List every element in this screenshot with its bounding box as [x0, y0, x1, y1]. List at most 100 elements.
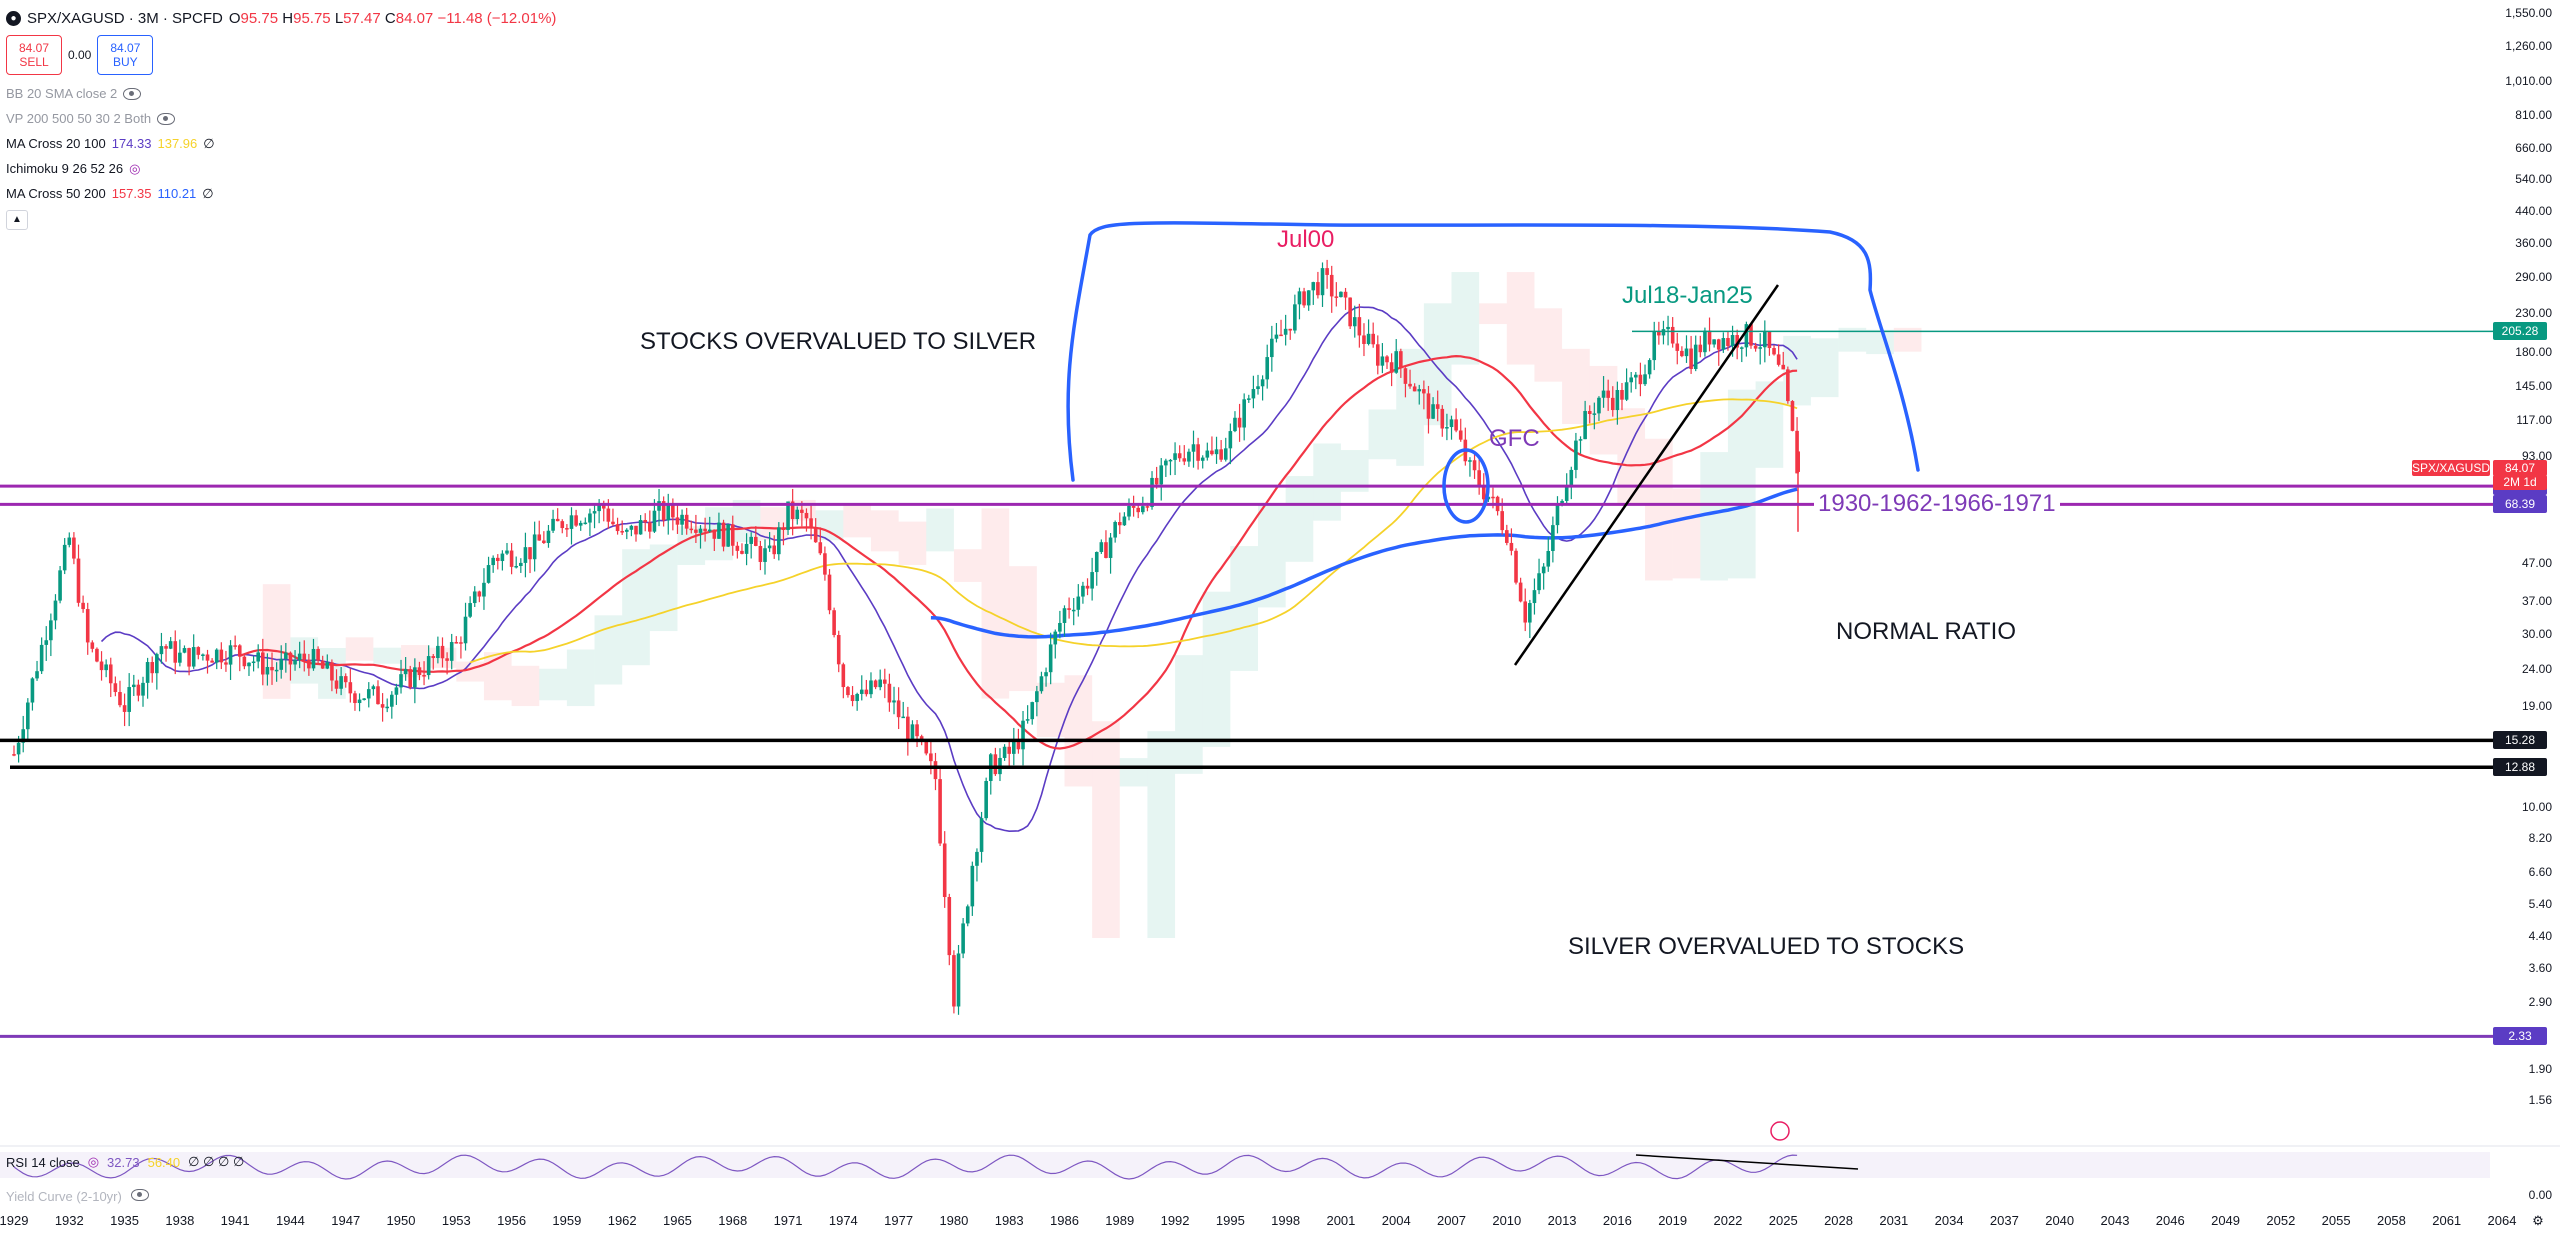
- price-axis-label: 8.20: [2528, 831, 2552, 846]
- bubble-bracket-drawing[interactable]: [1066, 221, 1920, 482]
- candle-body: [302, 653, 307, 660]
- price-axis-label: 810.00: [2515, 108, 2552, 123]
- rsi-legend[interactable]: RSI 14 close ◎ 32.73 56.40 ∅ ∅ ∅ ∅: [6, 1154, 245, 1170]
- eye-icon[interactable]: [123, 87, 142, 100]
- candle-body: [777, 527, 781, 555]
- gear-icon[interactable]: ⚙: [2532, 1213, 2544, 1228]
- settings-icon[interactable]: ◎: [129, 160, 141, 176]
- chart-annotation-text[interactable]: NORMAL RATIO: [1836, 618, 2017, 645]
- buy-button[interactable]: 84.07 BUY: [97, 35, 154, 75]
- time-axis-label: 1929: [0, 1213, 29, 1228]
- candle-body: [279, 659, 284, 670]
- candle-body: [12, 754, 16, 756]
- time-axis-label: 1944: [275, 1213, 305, 1228]
- candle-body: [873, 680, 878, 688]
- settings-icon[interactable]: ◎: [87, 1154, 100, 1169]
- indicator-row[interactable]: MA Cross 20 100 174.33 137.96 ∅: [6, 131, 556, 156]
- time-axis-label: 1938: [165, 1213, 195, 1228]
- yield-curve-legend[interactable]: Yield Curve (2-10yr): [6, 1189, 150, 1204]
- candle-body: [648, 522, 652, 532]
- candle-body: [523, 547, 528, 563]
- trend-line-drawing[interactable]: [1513, 284, 1780, 666]
- candle-body: [1514, 550, 1518, 583]
- candle-body: [1753, 345, 1758, 349]
- candle-body: [233, 645, 237, 647]
- candle-body: [320, 660, 325, 669]
- candle-body: [1449, 419, 1454, 428]
- candle-body: [1481, 486, 1486, 500]
- eye-icon[interactable]: [157, 112, 176, 125]
- price-axis-label: 5.40: [2528, 897, 2552, 912]
- indicator-row[interactable]: Ichimoku 9 26 52 26 ◎: [6, 156, 556, 181]
- candle-body: [1399, 351, 1403, 369]
- time-axis-label: 2061: [2432, 1213, 2462, 1228]
- candle-body: [413, 667, 417, 688]
- candle-body: [1726, 338, 1730, 347]
- cloud-segment: [483, 652, 512, 701]
- candle-body: [795, 509, 800, 520]
- candle-body: [131, 684, 136, 688]
- time-axis-label: 2058: [2376, 1213, 2406, 1228]
- alert-bolt-icon[interactable]: [1770, 1121, 1790, 1141]
- indicator-row[interactable]: MA Cross 50 200 157.35 110.21 ∅: [6, 181, 556, 206]
- chart-annotation-text[interactable]: Jul18-Jan25: [1622, 282, 1753, 309]
- candle-body: [1025, 719, 1030, 721]
- candle-body: [1675, 343, 1680, 351]
- chart-annotation-text[interactable]: STOCKS OVERVALUED TO SILVER: [640, 328, 1037, 355]
- candle-body: [155, 654, 159, 674]
- candle-body: [122, 705, 127, 712]
- candle-body: [560, 521, 565, 529]
- candle-body: [1343, 291, 1348, 298]
- collapse-legend-button[interactable]: ▲: [6, 210, 28, 230]
- candle-body: [611, 521, 615, 525]
- candle-body: [1574, 440, 1578, 470]
- candle-body: [1371, 333, 1375, 345]
- eye-icon[interactable]: [131, 1189, 150, 1201]
- chart-annotation-text[interactable]: GFC: [1489, 425, 1540, 452]
- candle-body: [813, 527, 818, 543]
- chart-annotation-text[interactable]: Jul00: [1277, 226, 1335, 253]
- level-price-tag: 68.39: [2493, 495, 2547, 514]
- cloud-segment: [1230, 546, 1258, 671]
- candle-body: [1214, 449, 1219, 455]
- candle-body: [1403, 368, 1408, 384]
- candle-body: [1592, 413, 1597, 415]
- candle-body: [1251, 389, 1256, 399]
- trade-buttons: 84.07 SELL 0.00 84.07 BUY: [6, 35, 556, 75]
- symbol-title[interactable]: SPX/XAGUSD · 3M · SPCFD: [27, 9, 223, 27]
- candle-body: [366, 689, 371, 699]
- sell-button[interactable]: 84.07 SELL: [6, 35, 62, 75]
- gfc-circle-drawing[interactable]: [1442, 448, 1490, 524]
- candle-body: [178, 652, 182, 663]
- candle-body: [431, 656, 436, 659]
- horizontal-levels[interactable]: [0, 330, 2493, 1038]
- candle-body: [1288, 328, 1293, 331]
- rsi-divergence-line[interactable]: [1635, 1154, 1859, 1170]
- chart-annotation-text[interactable]: SILVER OVERVALUED TO STOCKS: [1568, 933, 1965, 960]
- candle-body: [850, 695, 855, 702]
- candle-body: [1537, 573, 1541, 591]
- candle-body: [1053, 631, 1058, 645]
- candle-body: [1085, 585, 1090, 589]
- candle-body: [947, 897, 952, 956]
- chart-annotation-text[interactable]: 1930-1962-1966-1971: [1814, 490, 2060, 518]
- cloud-segment: [1451, 272, 1480, 365]
- price-axis-label: 93.00: [2521, 449, 2552, 464]
- indicator-value: ∅: [202, 185, 214, 201]
- cloud-segment: [566, 649, 595, 707]
- indicator-row[interactable]: BB 20 SMA close 2: [6, 81, 556, 106]
- candle-body: [16, 742, 21, 755]
- price-axis-label: 4.40: [2528, 929, 2552, 944]
- indicator-row[interactable]: VP 200 500 50 30 2 Both: [6, 106, 556, 131]
- candle-body: [1739, 347, 1744, 349]
- candle-body: [1270, 338, 1274, 358]
- price-axis-label: 24.00: [2521, 662, 2552, 677]
- candle-body: [173, 641, 178, 663]
- drawings[interactable]: [1066, 221, 1920, 666]
- cloud-segment: [981, 508, 1010, 699]
- candle-body: [293, 660, 297, 665]
- candle-body: [1316, 282, 1320, 296]
- candle-body: [601, 504, 606, 509]
